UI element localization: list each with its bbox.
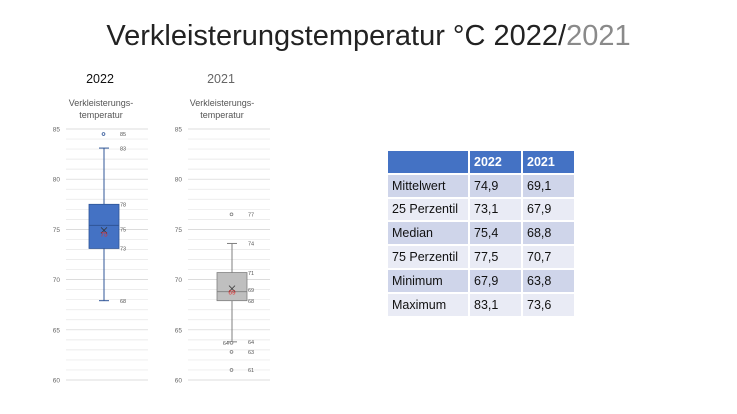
data-label: 61 bbox=[248, 368, 254, 374]
table-cell: 63,8 bbox=[522, 268, 575, 293]
outlier-point bbox=[101, 132, 106, 136]
data-label: 83 bbox=[120, 146, 126, 152]
iqr-box bbox=[216, 272, 248, 302]
table-cell: Minimum bbox=[387, 268, 469, 293]
table-cell: 74,9 bbox=[469, 173, 522, 198]
chart-heading-2021: 2021 bbox=[207, 72, 235, 86]
y-tick-label: 75 bbox=[53, 227, 61, 234]
outlier-point bbox=[229, 350, 234, 354]
table-header-cell: 2022 bbox=[469, 150, 522, 174]
y-tick-label: 85 bbox=[175, 127, 183, 134]
y-tick-label: 75 bbox=[175, 227, 183, 234]
data-label: 63 bbox=[248, 350, 254, 356]
chart-title-2021-text: Verkleisterungs- temperatur bbox=[189, 98, 255, 120]
slide-title: Verkleisterungstemperatur °C 2022/2021 bbox=[0, 20, 737, 53]
table-row: Median 75,4 68,8 bbox=[387, 221, 575, 246]
y-tick-label: 60 bbox=[53, 378, 61, 385]
table-row: Mittelwert 74,9 69,1 bbox=[387, 173, 575, 198]
table-cell: 75,4 bbox=[469, 221, 522, 246]
mean-label: 75 bbox=[100, 231, 108, 238]
table-cell: Median bbox=[387, 221, 469, 246]
outlier-point bbox=[229, 368, 234, 372]
table-cell: 67,9 bbox=[522, 197, 575, 222]
table-cell: 73,1 bbox=[469, 197, 522, 222]
table-cell: 83,1 bbox=[469, 292, 522, 317]
y-tick-label: 65 bbox=[53, 327, 61, 334]
chart-title-2022-text: Verkleisterungs- temperatur bbox=[68, 98, 134, 120]
data-label: 85 bbox=[120, 132, 126, 138]
slide-title-accent: 2021 bbox=[566, 20, 631, 52]
data-label: 74 bbox=[248, 242, 254, 248]
data-label: 75 bbox=[120, 228, 126, 234]
y-tick-label: 80 bbox=[53, 177, 61, 184]
slide-title-main: Verkleisterungstemperatur °C 2022/ bbox=[106, 20, 567, 52]
table-row: Maximum 83,1 73,6 bbox=[387, 292, 575, 317]
mean-label: 69 bbox=[228, 290, 236, 297]
data-label: 71 bbox=[248, 271, 254, 277]
chart-heading-2022: 2022 bbox=[86, 72, 114, 86]
data-label: 69 bbox=[248, 288, 254, 294]
y-tick-label: 70 bbox=[53, 277, 61, 284]
table-cell: Maximum bbox=[387, 292, 469, 317]
data-label: 77 bbox=[248, 213, 254, 219]
table-header-row: 2022 2021 bbox=[387, 150, 575, 174]
stats-table: 2022 2021 Mittelwert 74,9 69,1 25 Perzen… bbox=[387, 150, 575, 317]
outlier-point bbox=[229, 212, 234, 217]
iqr-box bbox=[88, 203, 120, 249]
y-tick-label: 85 bbox=[53, 127, 61, 134]
table-cell: 68,8 bbox=[522, 221, 575, 246]
table-cell: 69,1 bbox=[522, 173, 575, 198]
data-label: 78 bbox=[120, 203, 126, 209]
y-tick-label: 80 bbox=[175, 177, 183, 184]
table-cell: 77,5 bbox=[469, 245, 522, 269]
table-header-cell bbox=[387, 150, 469, 174]
data-label: 68 bbox=[120, 299, 126, 305]
table-row: 75 Perzentil 77,5 70,7 bbox=[387, 245, 575, 269]
table-cell: 25 Perzentil bbox=[387, 197, 469, 222]
chart-title-2021: Verkleisterungs- temperatur bbox=[167, 97, 277, 121]
data-label: 73 bbox=[120, 247, 126, 253]
table-cell: 67,9 bbox=[469, 268, 522, 293]
table-row: Minimum 67,9 63,8 bbox=[387, 268, 575, 293]
data-label: 68 bbox=[248, 299, 254, 305]
data-label: 64 bbox=[248, 340, 254, 346]
mean-marker bbox=[228, 285, 236, 292]
table-cell: 70,7 bbox=[522, 245, 575, 269]
y-tick-label: 65 bbox=[175, 327, 183, 334]
y-tick-label: 70 bbox=[175, 277, 183, 284]
data-label: 64 bbox=[223, 341, 229, 347]
table-row: 25 Perzentil 73,1 67,9 bbox=[387, 197, 575, 222]
table-header-cell: 2021 bbox=[522, 150, 575, 174]
chart-title-2022: Verkleisterungs- temperatur bbox=[46, 97, 156, 121]
y-tick-label: 60 bbox=[175, 378, 183, 385]
table-cell: Mittelwert bbox=[387, 173, 469, 198]
outlier-point bbox=[229, 341, 234, 345]
table-cell: 75 Perzentil bbox=[387, 245, 469, 269]
mean-marker bbox=[100, 227, 108, 234]
table-cell: 73,6 bbox=[522, 292, 575, 317]
